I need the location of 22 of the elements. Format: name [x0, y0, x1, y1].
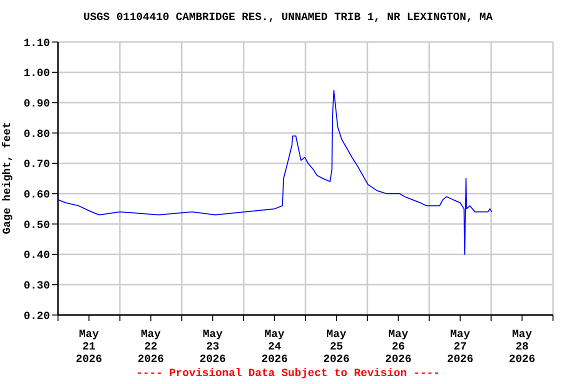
y-tick-label: 1.00 [24, 68, 50, 80]
x-tick-label: May 27 2026 [446, 328, 474, 366]
y-tick-label: 0.30 [24, 280, 50, 293]
x-tick-label: May 21 2026 [76, 328, 102, 366]
y-tick-label: 0.70 [24, 159, 50, 172]
y-tick-label: 0.50 [24, 220, 50, 232]
x-tick-label: May 22 2026 [138, 328, 164, 366]
x-tick-label: May 23 2026 [199, 328, 226, 366]
line-series [58, 90, 492, 255]
y-axis-title: Gage height, feet [2, 122, 14, 234]
x-tick-label: May 26 2026 [385, 328, 412, 366]
x-tick-label: May 24 2026 [261, 328, 288, 366]
x-tick-label: May 25 2026 [323, 328, 350, 366]
y-tick-label: 0.80 [24, 128, 50, 141]
y-tick-label: 0.60 [24, 190, 50, 202]
y-tick-label: 0.40 [24, 250, 50, 262]
chart-title: USGS 01104410 CAMBRIDGE RES., UNNAMED TRIB 1, NR LEXINGTON, MA [82, 12, 494, 24]
x-tick-label: May 28 2026 [508, 328, 536, 366]
text: ---- Provisional Data Subject to Revision ---- [135, 368, 441, 380]
y-tick-label: 1.10 [24, 38, 50, 50]
y-tick-label: 0.90 [24, 98, 50, 111]
y-tick-label: 0.20 [24, 310, 50, 323]
